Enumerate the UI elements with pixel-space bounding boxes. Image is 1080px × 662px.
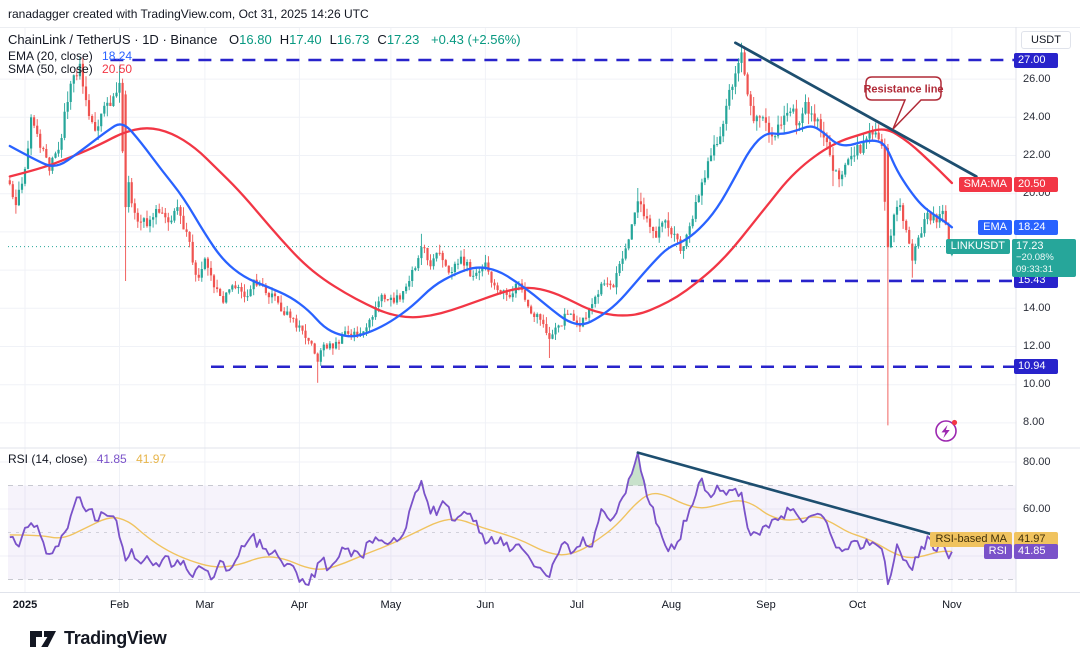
rsi-line	[9, 451, 953, 586]
tradingview-logo[interactable]: TradingView	[30, 628, 167, 649]
time-axis-label: Sep	[756, 599, 776, 611]
ema-legend-value: 18.24	[102, 49, 133, 63]
rsi-overbought-fill	[418, 452, 705, 486]
symbol-legend: ChainLink / TetherUS · 1D · Binance O16.…	[8, 32, 521, 47]
attribution-bar: ranadagger created with TradingView.com,…	[0, 0, 1080, 28]
rsi-legend-label[interactable]: RSI (14, close)	[8, 452, 88, 466]
time-axis-label: Apr	[290, 599, 308, 611]
ema-legend: EMA (20, close) 18.24	[8, 49, 132, 63]
rsi-legend: RSI (14, close) 41.85 41.97	[8, 452, 166, 466]
support-resistance-levels[interactable]	[110, 58, 1016, 369]
ohlc-item: O16.80	[229, 32, 272, 47]
resistance-callout[interactable]: Resistance line	[863, 76, 944, 130]
symbol-name[interactable]: ChainLink / TetherUS	[8, 32, 131, 47]
price-axis[interactable]: USDT 26.00 24.00 22.00 20.00 14.00 12.00 10.00…	[1016, 27, 1080, 592]
tradingview-logo-icon	[30, 630, 56, 647]
time-axis-label: May	[380, 599, 402, 611]
rsi-ma-legend-value: 41.97	[136, 452, 167, 466]
time-axis-label: Jul	[569, 599, 584, 611]
svg-text:Resistance line: Resistance line	[863, 84, 943, 96]
interval-label[interactable]: 1D	[142, 32, 159, 47]
price-tick: 26.00	[1023, 72, 1051, 85]
exchange-label: Binance	[170, 32, 218, 47]
time-axis-label: Aug	[661, 599, 682, 611]
rsi-legend-value: 41.85	[96, 452, 127, 466]
price-tick: 14.00	[1023, 301, 1051, 314]
rsi-tick: 60.00	[1023, 502, 1051, 515]
sma-legend-value: 20.50	[102, 62, 133, 76]
ohlc-values: O16.80 H17.40 L16.73 C17.23	[221, 32, 419, 47]
price-tick: 10.00	[1023, 378, 1051, 391]
ema-legend-label[interactable]: EMA (20, close)	[8, 49, 93, 63]
time-axis-label: Jun	[476, 599, 495, 611]
change-value: +0.43 (+2.56%)	[430, 32, 521, 47]
lightning-icon[interactable]	[933, 417, 960, 444]
time-axis-label: Oct	[848, 599, 866, 611]
footer: TradingView	[0, 618, 1080, 662]
ema-20-line	[8, 123, 954, 338]
chart-canvas[interactable]: Resistance line	[0, 27, 1080, 592]
time-axis-label: Feb	[110, 599, 129, 611]
resistance-trendline[interactable]	[734, 41, 978, 178]
sma-legend-label[interactable]: SMA (50, close)	[8, 62, 93, 76]
ohlc-item: C17.23	[377, 32, 420, 47]
price-tick: 22.00	[1023, 149, 1051, 161]
time-axis-label: Nov	[942, 599, 962, 611]
time-axis-label: Mar	[195, 599, 215, 611]
gridlines	[0, 28, 1016, 592]
tradingview-brand-text: TradingView	[64, 628, 167, 648]
attribution-text: ranadagger created with TradingView.com,…	[8, 7, 369, 21]
rsi-tick: 80.00	[1023, 455, 1051, 468]
ohlc-item: L16.73	[329, 32, 370, 47]
time-axis[interactable]: 2025 Feb Mar Apr May Jun Jul Aug Sep Oct Nov	[0, 592, 1080, 620]
currency-label[interactable]: USDT	[1021, 31, 1071, 49]
rsi-trendline[interactable]	[636, 451, 957, 543]
price-tick: 24.00	[1023, 110, 1051, 123]
price-tick: 12.00	[1023, 340, 1051, 352]
sma-legend: SMA (50, close) 20.50	[8, 62, 132, 76]
ohlc-item: H17.40	[279, 32, 322, 47]
time-axis-label: 2025	[12, 599, 38, 611]
price-tick: 20.00	[1023, 187, 1051, 200]
price-tick: 8.00	[1023, 416, 1045, 429]
